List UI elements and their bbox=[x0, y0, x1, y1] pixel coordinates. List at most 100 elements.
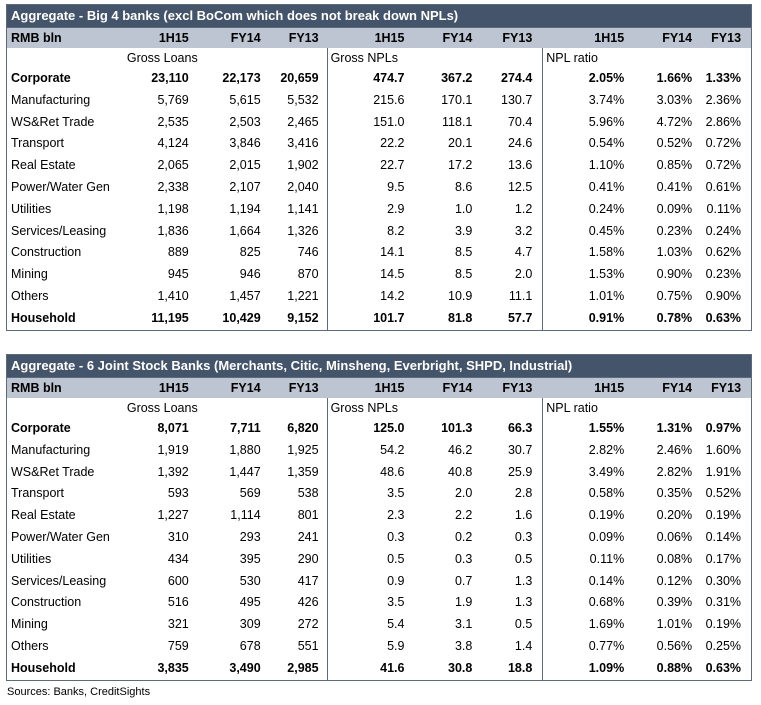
cell-gross-npls-1h15: 14.1 bbox=[326, 242, 404, 265]
cell-gross-npls-1h15: 5.9 bbox=[326, 635, 404, 658]
cell-npl-ratio-fy13: 0.63% bbox=[705, 310, 742, 325]
cell-npl-ratio-1h15: 0.14% bbox=[542, 570, 624, 593]
cell-gross-loans-1h15: 1,919 bbox=[157, 442, 189, 457]
cell-npl-ratio-fy14: 1.31% bbox=[656, 421, 693, 435]
table-row: Services/Leasing 1,836 1,664 1,326 8.2 3.9 3.2… bbox=[7, 220, 751, 243]
cell-npl-ratio-fy14: 0.35% bbox=[656, 486, 693, 501]
cell-gross-npls-fy13: 2.8 bbox=[514, 486, 533, 501]
cell-gross-loans-fy13: 2,985 bbox=[287, 660, 319, 675]
cell-npl-ratio-fy14: 0.23% bbox=[656, 223, 693, 238]
cell-npl-ratio-fy13: 0.19% bbox=[705, 508, 742, 523]
header-cell-gross-npls-1h15: 1H15 bbox=[374, 381, 405, 395]
cell-gross-npls-fy14: 1.0 bbox=[454, 201, 473, 216]
table-row: Manufacturing 5,769 5,615 5,532 215.6 170.1 13… bbox=[7, 89, 751, 112]
header-cell-gross-npls-fy14: FY14 bbox=[442, 381, 473, 395]
cell-gross-loans-fy13: 1,925 bbox=[287, 442, 319, 457]
cell-gross-loans-fy13: 746 bbox=[297, 245, 319, 260]
table-title: Aggregate - 6 Joint Stock Banks (Merchan… bbox=[7, 355, 751, 377]
cell-gross-loans-fy13: 1,326 bbox=[287, 223, 319, 238]
cell-npl-ratio-fy13: 0.14% bbox=[705, 529, 742, 544]
cell-gross-loans-fy13: 1,359 bbox=[287, 464, 319, 479]
cell-gross-loans-fy13: 9,152 bbox=[287, 310, 319, 325]
cell-npl-ratio-fy13: 0.25% bbox=[705, 638, 742, 653]
cell-gross-npls-fy14: 1.9 bbox=[454, 595, 473, 610]
cell-npl-ratio-fy13: 0.62% bbox=[705, 245, 742, 260]
cell-gross-npls-fy13: 1.2 bbox=[514, 201, 533, 216]
cell-gross-loans-fy13: 241 bbox=[297, 529, 319, 544]
cell-npl-ratio-fy14: 0.52% bbox=[656, 136, 693, 151]
joint-stock-banks-table: Aggregate - 6 Joint Stock Banks (Merchan… bbox=[6, 354, 752, 681]
cell-npl-ratio-fy13: 1.60% bbox=[705, 442, 742, 457]
cell-gross-loans-fy14: 1,664 bbox=[229, 223, 261, 238]
cell-gross-npls-fy14: 20.1 bbox=[448, 136, 473, 151]
cell-npl-ratio-fy14: 0.39% bbox=[656, 595, 693, 610]
cell-gross-loans-fy14: 1,114 bbox=[230, 508, 261, 523]
cell-gross-npls-fy13: 2.0 bbox=[514, 267, 533, 282]
cell-gross-npls-fy13: 24.6 bbox=[507, 136, 533, 151]
row-label: Household bbox=[11, 660, 76, 675]
cell-gross-loans-fy13: 426 bbox=[297, 595, 319, 610]
header-cell-npl-ratio-fy14: FY14 bbox=[662, 381, 693, 395]
cell-npl-ratio-fy13: 0.61% bbox=[705, 179, 742, 194]
cell-gross-loans-fy14: 2,503 bbox=[229, 114, 261, 129]
header-cell-gross-npls-1h15: 1H15 bbox=[374, 31, 405, 45]
cell-gross-loans-fy14: 309 bbox=[239, 617, 261, 632]
row-label: Mining bbox=[11, 617, 48, 632]
cell-gross-npls-1h15: 0.9 bbox=[326, 570, 404, 593]
cell-npl-ratio-1h15: 0.09% bbox=[542, 526, 624, 549]
table-row: Power/Water Gen 310 293 241 0.3 0.2 0.3 0.09% 0.… bbox=[7, 526, 751, 549]
cell-gross-npls-fy13: 25.9 bbox=[507, 464, 533, 479]
cell-gross-loans-1h15: 1,410 bbox=[157, 288, 189, 303]
cell-npl-ratio-fy13: 0.30% bbox=[705, 573, 742, 588]
table-row: WS&Ret Trade 2,535 2,503 2,465 151.0 118.1 70.… bbox=[7, 111, 751, 134]
cell-npl-ratio-fy14: 2.46% bbox=[656, 442, 693, 457]
row-label: Real Estate bbox=[11, 158, 76, 173]
cell-gross-loans-fy14: 2,015 bbox=[229, 158, 261, 173]
cell-gross-npls-fy13: 0.5 bbox=[514, 551, 533, 566]
cell-gross-npls-fy14: 8.5 bbox=[454, 267, 473, 282]
cell-gross-loans-1h15: 2,065 bbox=[157, 158, 189, 173]
cell-gross-npls-fy13: 70.4 bbox=[507, 114, 533, 129]
row-label: Services/Leasing bbox=[11, 573, 107, 588]
cell-gross-loans-1h15: 310 bbox=[167, 529, 189, 544]
cell-gross-loans-fy14: 1,880 bbox=[229, 442, 261, 457]
cell-npl-ratio-1h15: 1.55% bbox=[542, 418, 624, 440]
cell-gross-npls-fy13: 13.6 bbox=[507, 158, 533, 173]
cell-npl-ratio-fy13: 0.23% bbox=[705, 267, 742, 282]
cell-gross-npls-fy14: 46.2 bbox=[448, 442, 473, 457]
cell-gross-loans-1h15: 321 bbox=[167, 617, 189, 632]
cell-gross-npls-fy13: 0.5 bbox=[514, 617, 533, 632]
cell-gross-loans-fy14: 10,429 bbox=[222, 310, 261, 325]
cell-gross-npls-fy14: 3.8 bbox=[454, 638, 473, 653]
cell-gross-npls-fy13: 1.3 bbox=[514, 573, 533, 588]
cell-npl-ratio-fy14: 1.03% bbox=[656, 245, 693, 260]
row-label: Services/Leasing bbox=[11, 223, 107, 238]
table-row: Transport 4,124 3,846 3,416 22.2 20.1 24.6 0.54… bbox=[7, 133, 751, 156]
cell-gross-npls-1h15: 0.5 bbox=[326, 548, 404, 571]
cell-npl-ratio-fy14: 0.85% bbox=[656, 158, 693, 173]
cell-gross-loans-fy14: 22,173 bbox=[222, 71, 261, 85]
header-cell-npl-ratio-fy13: FY13 bbox=[711, 381, 742, 395]
header-cell-gross-loans-1h15: 1H15 bbox=[158, 381, 189, 395]
cell-gross-npls-fy13: 1.3 bbox=[514, 595, 533, 610]
table-row: Others 1,410 1,457 1,221 14.2 10.9 11.1 1.01% 0.… bbox=[7, 285, 751, 308]
big4-banks-table: Aggregate - Big 4 banks (excl BoCom whic… bbox=[6, 4, 752, 331]
cell-npl-ratio-1h15: 0.24% bbox=[542, 198, 624, 221]
cell-npl-ratio-fy14: 0.78% bbox=[656, 310, 693, 325]
cell-npl-ratio-1h15: 0.41% bbox=[542, 176, 624, 199]
cell-npl-ratio-fy14: 2.82% bbox=[656, 464, 693, 479]
section-spacer bbox=[7, 48, 117, 68]
cell-gross-loans-1h15: 3,835 bbox=[157, 660, 189, 675]
table-row: Corporate 23,110 22,173 20,659 474.7 367.2 274… bbox=[7, 68, 751, 90]
cell-npl-ratio-fy13: 0.31% bbox=[705, 595, 742, 610]
gross-loans-label: Gross Loans bbox=[126, 401, 198, 415]
cell-gross-npls-fy14: 101.3 bbox=[441, 421, 473, 435]
cell-npl-ratio-fy13: 0.11% bbox=[706, 201, 742, 216]
cell-gross-npls-fy13: 57.7 bbox=[507, 310, 533, 325]
cell-npl-ratio-fy14: 0.41% bbox=[656, 179, 693, 194]
section-labels-row: Gross Loans Gross NPLs NPL ratio bbox=[7, 398, 751, 418]
cell-gross-npls-fy13: 18.8 bbox=[507, 660, 533, 675]
cell-gross-loans-fy14: 495 bbox=[239, 595, 261, 610]
cell-npl-ratio-fy14: 0.75% bbox=[656, 288, 693, 303]
cell-npl-ratio-fy13: 2.36% bbox=[705, 92, 742, 107]
